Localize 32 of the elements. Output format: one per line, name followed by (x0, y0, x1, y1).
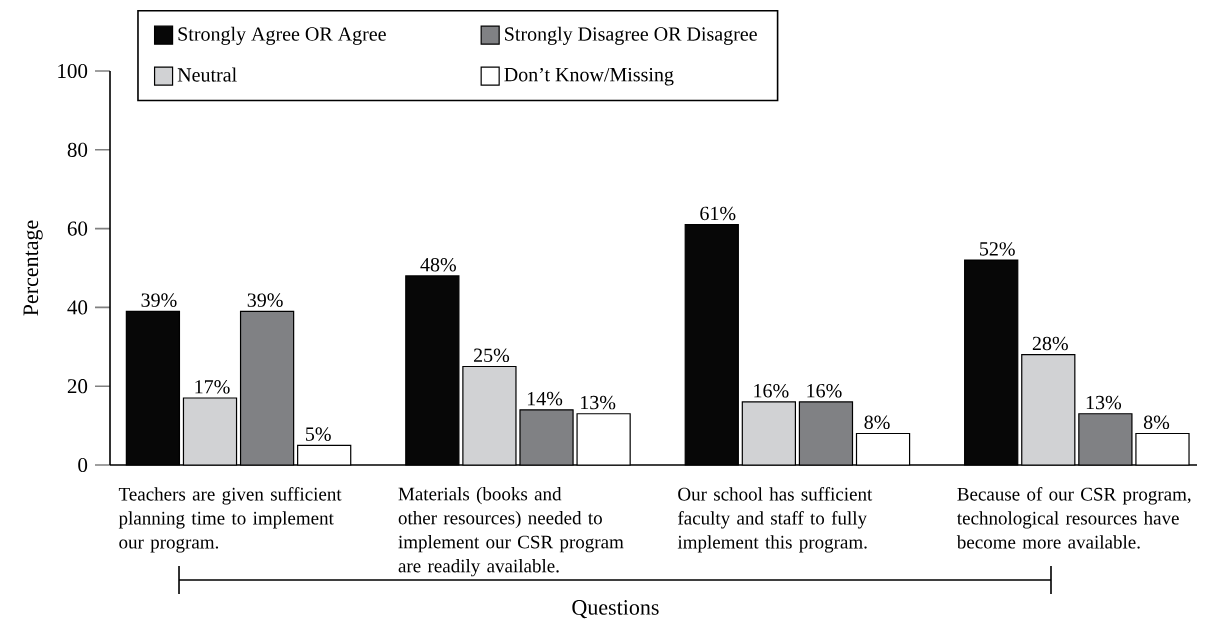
data-label: 16% (754, 383, 789, 398)
data-label: 52% (980, 242, 1015, 256)
data-label: 13% (581, 395, 616, 410)
data-label: 14% (527, 391, 563, 406)
data-label: 25% (473, 348, 510, 363)
legend-label: Neutral (177, 67, 237, 82)
y-axis-title: Percentage (23, 220, 43, 316)
data-label: 61% (700, 206, 736, 221)
y-tick-label: 0 (78, 457, 88, 473)
y-tick-label: 60 (67, 221, 88, 236)
data-label: 17% (195, 380, 230, 394)
legend-label: Strongly Disagree OR Disagree (505, 26, 757, 45)
y-tick-label: 20 (67, 379, 88, 394)
data-label: 8% (1143, 415, 1170, 430)
data-label: 39% (247, 293, 283, 307)
legend-label: Strongly Agree OR Agree (178, 26, 386, 45)
data-label: 5% (306, 427, 331, 441)
data-label: 13% (1086, 395, 1122, 410)
x-tick-label: Materials (books and other resources) needed to implement our CSR program are readily available. (398, 487, 624, 577)
y-tick-label: 40 (67, 300, 88, 315)
x-tick-label: Teachers are given sufficient planning time to implement our program. (118, 487, 342, 553)
y-tick-label: 80 (67, 142, 88, 157)
data-label: 28% (1032, 336, 1068, 351)
data-label: 48% (420, 257, 457, 272)
data-label: 8% (864, 415, 890, 430)
legend-label: Don’t Know/Missing (504, 67, 674, 86)
y-tick-label: 100 (58, 63, 88, 79)
data-label: 16% (807, 383, 842, 398)
x-axis-title: Questions (572, 600, 659, 619)
data-label: 39% (141, 293, 177, 307)
x-tick-label: Our school has sufficient faculty and staff to fully implement this program. (677, 487, 873, 553)
x-tick-label: Because of our CSR program, technological resources have become more available. (956, 487, 1191, 549)
